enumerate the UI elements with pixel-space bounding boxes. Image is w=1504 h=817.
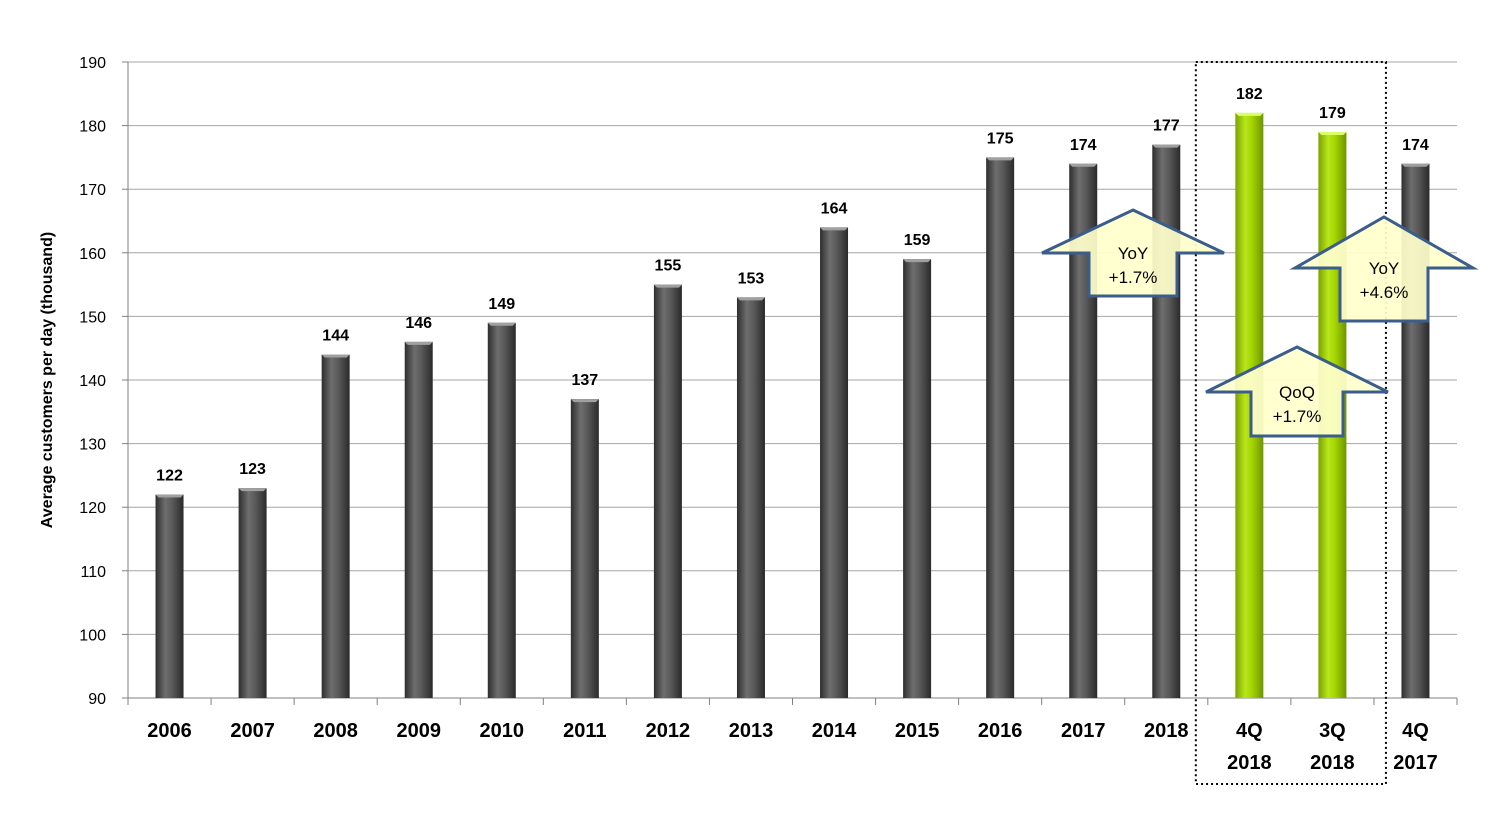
- bar-top-bevel: [986, 157, 1015, 161]
- data-label: 164: [821, 200, 848, 217]
- y-tick-label: 90: [88, 691, 106, 708]
- bar-top-bevel: [570, 399, 599, 403]
- x-tick-label: 2018: [1144, 720, 1189, 742]
- x-tick-label: 4Q: [1402, 720, 1429, 742]
- data-label: 144: [322, 328, 349, 345]
- x-tick-label: 2009: [396, 720, 441, 742]
- x-tick-label: 2006: [147, 720, 192, 742]
- bar: [155, 494, 184, 698]
- bar: [404, 341, 433, 698]
- x-tick-label: 2017: [1061, 720, 1106, 742]
- x-tick-label: 2008: [313, 720, 358, 742]
- y-tick-label: 120: [79, 500, 106, 517]
- bar-top-bevel: [820, 227, 849, 231]
- data-label: 149: [488, 296, 515, 313]
- bar-top-bevel: [1235, 112, 1264, 116]
- data-label: 146: [405, 315, 432, 332]
- bar: [321, 354, 350, 698]
- annotation-value: +4.6%: [1360, 283, 1409, 302]
- bar-top-bevel: [1069, 163, 1098, 167]
- y-axis-label: Average customers per day (thousand): [39, 232, 56, 528]
- bar-top-bevel: [404, 341, 433, 345]
- bar-top-bevel: [1401, 163, 1430, 167]
- x-tick-label: 2012: [646, 720, 691, 742]
- data-label: 174: [1070, 137, 1097, 154]
- x-tick-label: 2015: [895, 720, 940, 742]
- bar: [487, 322, 516, 698]
- bar: [570, 399, 599, 698]
- x-tick-label: 3Q: [1319, 720, 1346, 742]
- y-tick-label: 150: [79, 309, 106, 326]
- bar: [653, 284, 682, 698]
- annotation-label: YoY: [1118, 244, 1149, 263]
- bars: [155, 112, 1430, 699]
- y-tick-label: 100: [79, 627, 106, 644]
- x-tick-label: 2018: [1227, 752, 1272, 774]
- data-label: 174: [1402, 137, 1429, 154]
- bar-top-bevel: [903, 259, 932, 263]
- y-tick-label: 170: [79, 182, 106, 199]
- bar: [736, 297, 765, 698]
- annotation-label: YoY: [1369, 259, 1400, 278]
- y-tick-label: 180: [79, 119, 106, 136]
- data-label: 153: [738, 270, 765, 287]
- bar-top-bevel: [1318, 131, 1347, 135]
- y-tick-label: 140: [79, 373, 106, 390]
- y-tick-label: 190: [79, 55, 106, 72]
- highlight-box-outline: [1194, 61, 1387, 785]
- data-label: 177: [1153, 118, 1180, 135]
- bar: [820, 227, 849, 699]
- y-tick-label: 110: [80, 564, 106, 581]
- up-arrow: [1041, 208, 1225, 298]
- bar-top-bevel: [1152, 144, 1181, 148]
- up-arrow: [1289, 215, 1479, 323]
- x-tick-label: 2011: [563, 720, 606, 742]
- x-tick-label: 2013: [729, 720, 774, 742]
- x-tick-label: 2017: [1393, 752, 1438, 774]
- x-tick-label: 4Q: [1236, 720, 1263, 742]
- x-tick-label: 2010: [480, 720, 525, 742]
- x-tick-label: 2018: [1310, 752, 1355, 774]
- data-label: 179: [1319, 105, 1346, 122]
- bar-top-bevel: [238, 488, 267, 492]
- annotation-arrows: YoY +1.7% QoQ +1.7% YoY +4.6%: [1041, 208, 1479, 438]
- data-label: 155: [655, 258, 682, 275]
- data-label: 182: [1236, 86, 1263, 103]
- data-label: 137: [571, 372, 598, 389]
- annotation-value: +1.7%: [1109, 268, 1158, 287]
- x-tick-label: 2007: [230, 720, 275, 742]
- x-tick-label: 2014: [812, 720, 857, 742]
- data-label: 159: [904, 232, 931, 249]
- bar: [986, 157, 1015, 698]
- y-tick-label: 160: [79, 246, 106, 263]
- bar-top-bevel: [653, 284, 682, 288]
- y-tick-labels: 90 100 110 120 130 140 150 160 170 180 190: [79, 55, 106, 708]
- x-tick-labels: 2006 2007 2008 2009 2010 2011 2012 2013 2014 2015…: [147, 720, 1437, 774]
- y-tick-label: 130: [79, 437, 106, 454]
- data-label: 122: [156, 467, 183, 484]
- bar-top-bevel: [321, 354, 350, 358]
- bar: [238, 488, 267, 698]
- data-label: 175: [987, 130, 1014, 147]
- bar-top-bevel: [155, 494, 184, 498]
- annotation-value: +1.7%: [1273, 407, 1322, 426]
- annotation-label: QoQ: [1279, 383, 1315, 402]
- bar-top-bevel: [736, 297, 765, 301]
- bar: [903, 259, 932, 698]
- data-label: 123: [239, 461, 266, 478]
- highlight-box: [1194, 61, 1387, 785]
- bar-top-bevel: [487, 322, 516, 326]
- x-tick-label: 2016: [978, 720, 1023, 742]
- data-labels: 122 123 144 146 149 137 155 153 164 159 175 174 177 1…: [156, 86, 1429, 485]
- up-arrow: [1205, 345, 1389, 438]
